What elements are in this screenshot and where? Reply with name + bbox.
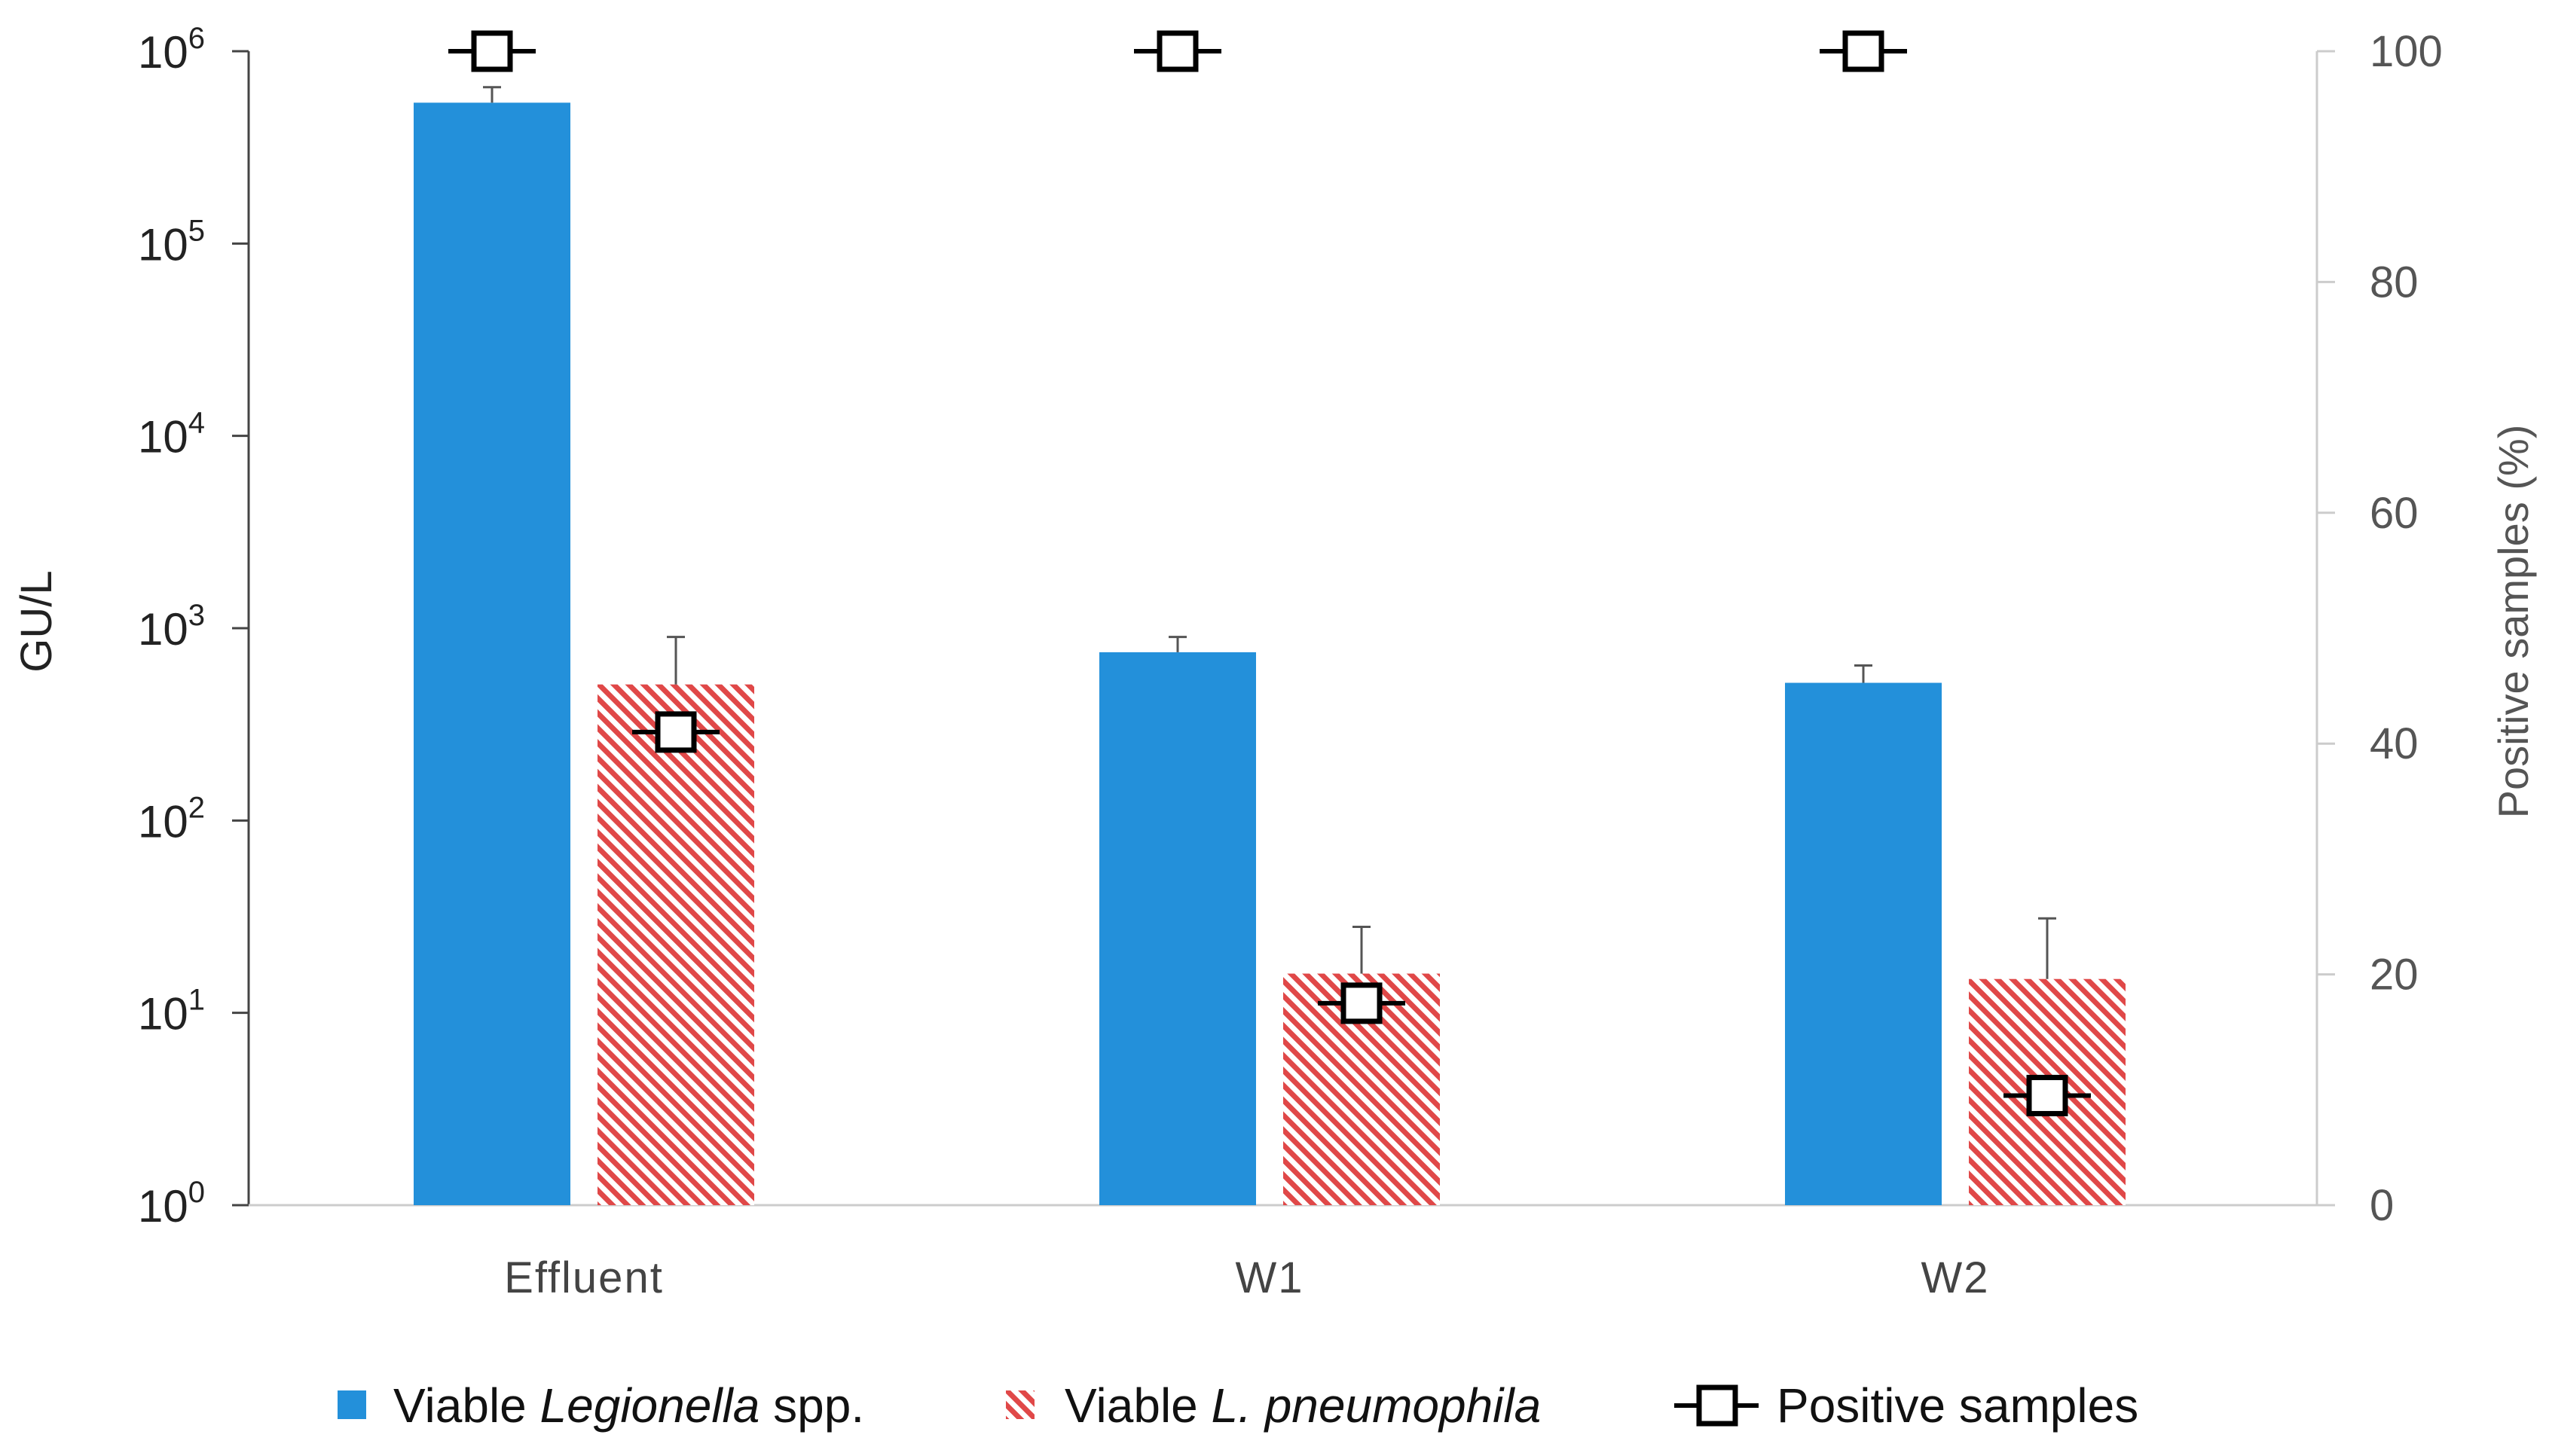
error-bars-layer — [483, 86, 2056, 979]
legend: Viable Legionella spp. Viable L. pneumoph… — [338, 1378, 2138, 1433]
legend-swatch-viable-l-pneumophila — [1006, 1390, 1035, 1419]
positive-marker-effluent-legionella-spp — [448, 30, 536, 72]
y-right-tick-label: 20 — [2370, 951, 2419, 1000]
positive-marker-effluent-l-pneumophila — [632, 711, 720, 753]
y-axis-left-title: GU/L — [12, 570, 61, 672]
legend-swatch-viable-legionella-spp — [338, 1390, 366, 1419]
positive-marker-square — [655, 711, 697, 753]
positive-marker-w1-l-pneumophila — [1318, 982, 1405, 1024]
legend-positive-square — [1696, 1384, 1738, 1427]
legend-label-positive-samples: Positive samples — [1777, 1378, 2138, 1433]
y-left-tick-label: 106 — [138, 22, 205, 78]
y-right-tick-label: 40 — [2370, 719, 2419, 768]
positive-marker-square — [471, 30, 513, 72]
y-right-tick-label: 60 — [2370, 489, 2419, 538]
positive-marker-square — [1157, 30, 1199, 72]
y-left-tick-label: 102 — [138, 791, 205, 847]
y-right-tick-label: 0 — [2370, 1181, 2394, 1230]
positive-marker-w1-legionella-spp — [1134, 30, 1221, 72]
category-label-w2: W2 — [1921, 1253, 1990, 1302]
bar-viable-legionella-spp-effluent — [414, 102, 570, 1205]
legend-label-viable-legionella-spp: Viable Legionella spp. — [393, 1378, 864, 1433]
bars-layer — [414, 102, 2126, 1205]
y-right-tick-label: 100 — [2370, 27, 2443, 76]
category-label-effluent: Effluent — [504, 1253, 664, 1302]
category-label-w1: W1 — [1236, 1253, 1304, 1302]
positive-marker-w2-l-pneumophila — [2003, 1074, 2091, 1116]
positive-marker-w2-legionella-spp — [1820, 30, 1907, 72]
y-right-tick-label: 80 — [2370, 258, 2419, 307]
y-axis-right-title: Positive samples (%) — [2489, 425, 2537, 819]
bar-viable-legionella-spp-w2 — [1785, 682, 1942, 1205]
legend-label-viable-l-pneumophila: Viable L. pneumophila — [1065, 1378, 1541, 1433]
positive-marker-square — [1842, 30, 1884, 72]
y-left-tick-label: 105 — [138, 214, 205, 270]
positive-marker-square — [1340, 982, 1383, 1024]
legend-swatch-positive-samples — [1674, 1384, 1759, 1427]
positive-marker-square — [2026, 1074, 2068, 1116]
y-left-tick-label: 100 — [138, 1176, 205, 1232]
labels-layer: 100 101 102 103 104 105 106 0 20 40 60 80 100 GU/L Pos… — [12, 22, 2537, 1302]
bar-viable-legionella-spp-w1 — [1099, 652, 1256, 1205]
y-left-tick-label: 103 — [138, 599, 205, 655]
y-left-tick-label: 104 — [138, 407, 205, 462]
positive-markers-layer — [448, 30, 2091, 1116]
bar-viable-l-pneumophila-effluent — [598, 684, 754, 1205]
y-left-tick-label: 101 — [138, 984, 205, 1039]
